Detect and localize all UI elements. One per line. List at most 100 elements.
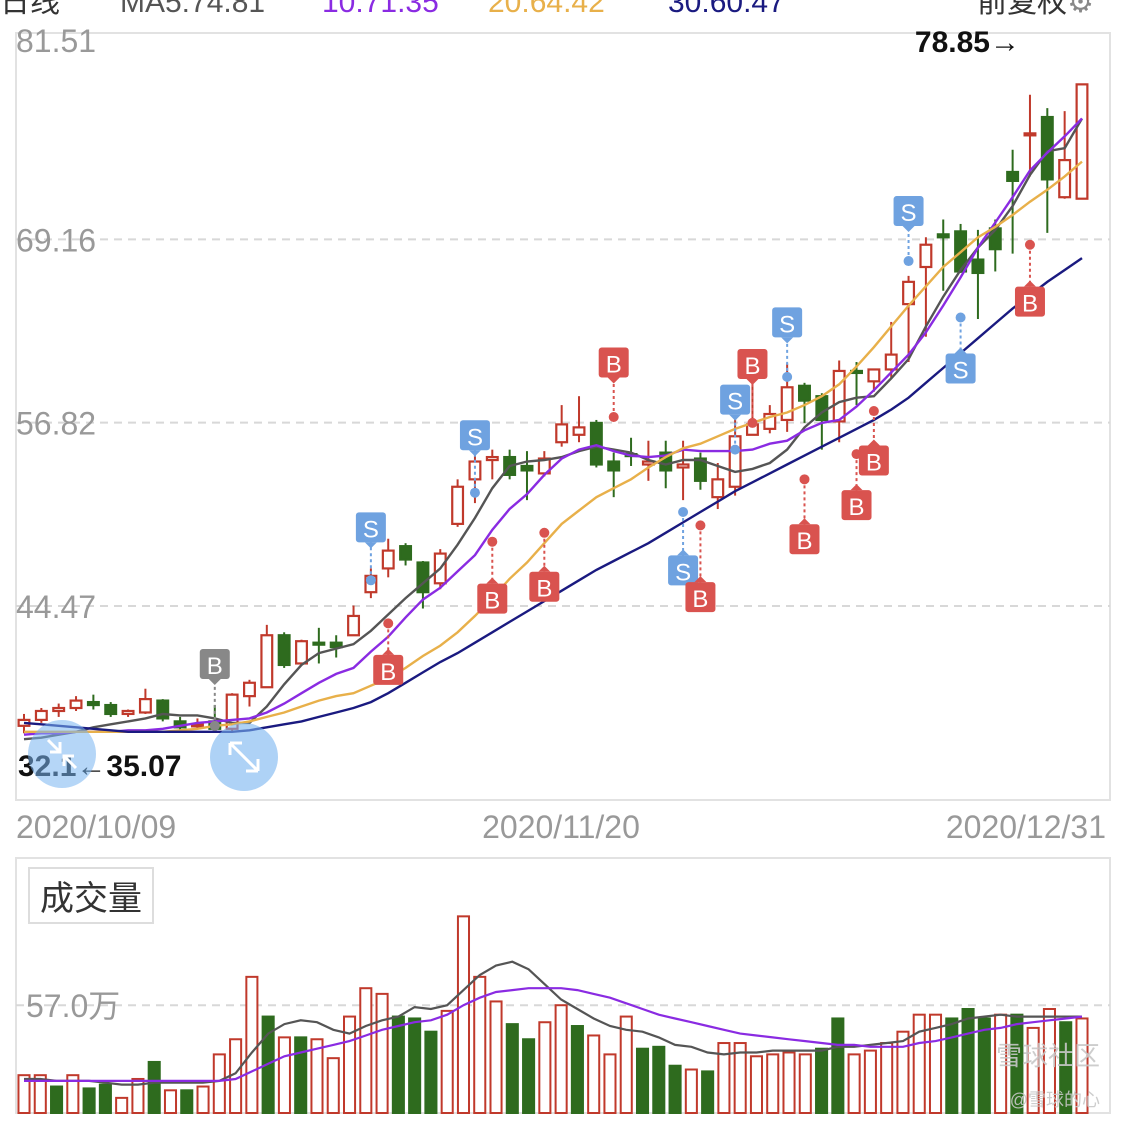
- y-tick-label: 69.16: [16, 222, 96, 258]
- signal-label: S: [953, 357, 969, 384]
- candle: [86, 694, 100, 710]
- volume-bar: [326, 1057, 340, 1115]
- candle-body: [260, 634, 274, 689]
- candle: [138, 688, 152, 714]
- candle-body: [52, 706, 66, 713]
- volume-bar: [1010, 1013, 1024, 1114]
- volume-bar: [880, 1042, 894, 1115]
- volume-bar: [1026, 1026, 1040, 1114]
- sell-signal: S: [355, 512, 386, 586]
- signal-label: S: [727, 389, 743, 416]
- volume-bar: [473, 975, 487, 1115]
- signal-label: B: [1022, 291, 1038, 318]
- signal-dot: [799, 474, 810, 485]
- high-marker: 78.85→: [915, 26, 1020, 59]
- candle-body: [919, 243, 933, 269]
- candle-body: [572, 426, 586, 436]
- signal-badge: [459, 420, 490, 451]
- candle: [589, 419, 603, 468]
- candle-body: [589, 421, 603, 466]
- candle-body: [190, 723, 204, 728]
- signal-badge: [477, 583, 508, 614]
- period-label[interactable]: 日线: [0, 0, 60, 19]
- volume-bar: [749, 1055, 763, 1114]
- signal-dot: [695, 520, 706, 531]
- signal-pointer: [208, 678, 221, 685]
- buy-signal: B: [737, 349, 768, 428]
- collapse-button[interactable]: [28, 720, 96, 788]
- volume-ma-line-ma5: [24, 960, 1082, 1086]
- volume-bar: [66, 1074, 80, 1114]
- volume-bar: [212, 1053, 226, 1115]
- volume-bar: [587, 1034, 601, 1115]
- candle: [104, 702, 118, 717]
- sell-signal: S: [772, 307, 803, 382]
- volume-bar: [619, 1015, 633, 1115]
- x-tick-label: 2020/12/31: [946, 809, 1106, 845]
- volume-bar: [668, 1064, 682, 1115]
- candle-body: [520, 464, 534, 472]
- volume-bar: [505, 1023, 519, 1115]
- adjust-setting-button[interactable]: 前复权⚙: [977, 0, 1094, 20]
- expand-button[interactable]: [210, 723, 278, 791]
- candle: [260, 624, 274, 689]
- candle-body: [138, 698, 152, 714]
- volume-bar: [570, 1025, 584, 1115]
- candle: [884, 321, 898, 379]
- volume-bar: [196, 1085, 210, 1114]
- candlestick-chart[interactable]: 81.51 69.16 56.82 44.47 2020/10/09 2020/11/20…: [0, 0, 1122, 850]
- sell-signal: S: [945, 312, 976, 384]
- candle-body: [867, 368, 881, 383]
- signal-label: B: [692, 586, 708, 613]
- signal-pointer: [677, 549, 690, 556]
- volume-bar: [115, 1096, 129, 1114]
- signal-badge: [685, 582, 716, 613]
- buy-signal: B: [199, 648, 230, 731]
- sell-signal: S: [459, 420, 490, 498]
- plot-frame: [15, 32, 1111, 801]
- candle-body: [936, 233, 950, 239]
- candle-body: [69, 699, 83, 710]
- buy-signal: B: [1014, 239, 1045, 318]
- x-tick-label: 2020/10/09: [16, 809, 176, 845]
- buy-signal: B: [685, 520, 716, 613]
- candle-body: [312, 641, 326, 646]
- volume-bar: [1059, 1021, 1073, 1115]
- candle: [329, 635, 343, 658]
- volume-bar: [733, 1042, 747, 1115]
- candle: [607, 452, 621, 498]
- candle-body: [607, 460, 621, 472]
- volume-bar: [17, 1074, 31, 1114]
- sell-signal: S: [668, 507, 699, 586]
- ma5-legend: MA5:74.81: [120, 0, 266, 19]
- candle: [1023, 94, 1037, 177]
- volume-bar: [538, 1021, 552, 1115]
- volume-bar: [375, 992, 389, 1115]
- candle: [555, 405, 569, 447]
- candle-body: [86, 700, 100, 707]
- candle: [572, 396, 586, 443]
- signal-dot: [782, 371, 793, 382]
- signal-pointer: [364, 542, 377, 549]
- volume-bar: [33, 1074, 47, 1114]
- volume-bar: [294, 1036, 308, 1115]
- volume-bar: [245, 975, 259, 1115]
- signal-dot: [383, 618, 394, 629]
- candle-body: [884, 353, 898, 371]
- candle-body: [711, 478, 725, 499]
- volume-bar: [163, 1089, 178, 1114]
- candle: [381, 538, 395, 578]
- y-tick-label: 81.51: [16, 23, 96, 59]
- ma-line-ma5: [23, 117, 1084, 741]
- candle-body: [780, 386, 794, 422]
- signal-dot: [747, 417, 758, 428]
- candle: [242, 679, 256, 707]
- volume-bar: [782, 1051, 796, 1115]
- volume-indicator-label[interactable]: 成交量: [28, 867, 154, 924]
- signal-dot: [365, 575, 376, 586]
- volume-bar: [635, 1047, 650, 1115]
- candle-body: [381, 549, 395, 570]
- volume-bar: [440, 1009, 454, 1115]
- signal-badge: [789, 524, 820, 555]
